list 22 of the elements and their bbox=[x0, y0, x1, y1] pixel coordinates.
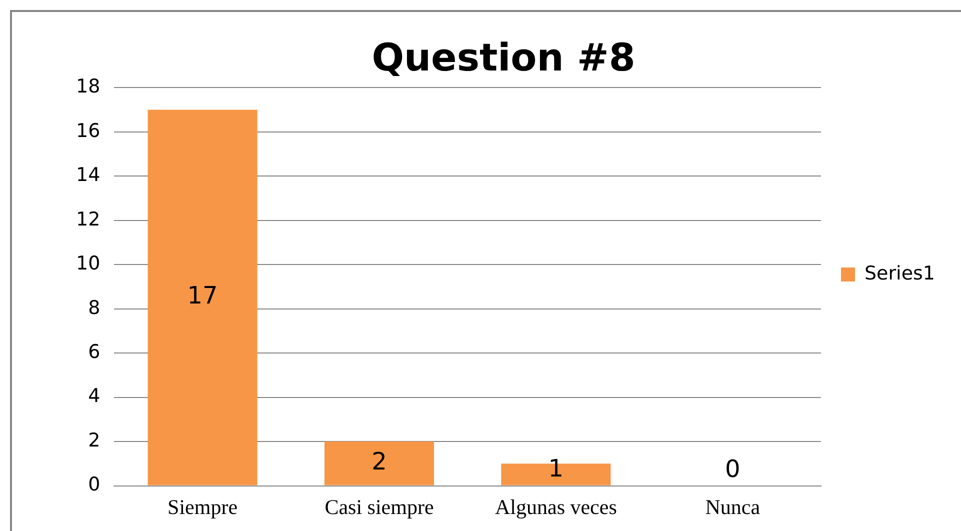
y-tick-label: 10 bbox=[76, 252, 100, 275]
x-tick-label: Algunas veces bbox=[494, 494, 617, 519]
y-tick-label: 14 bbox=[76, 164, 100, 186]
data-label: 0 bbox=[724, 455, 740, 484]
y-tick-label: 2 bbox=[88, 429, 100, 452]
legend-label: Series1 bbox=[864, 262, 936, 284]
y-tick-label: 6 bbox=[88, 341, 100, 364]
bar bbox=[148, 110, 258, 486]
y-tick-label: 0 bbox=[88, 474, 100, 496]
x-tick-label: Siempre bbox=[168, 494, 238, 519]
data-label: 1 bbox=[548, 454, 564, 483]
y-tick-label: 18 bbox=[76, 76, 100, 98]
data-label: 2 bbox=[372, 448, 387, 476]
bar bbox=[324, 442, 434, 486]
y-tick-label: 12 bbox=[76, 208, 100, 230]
chart-title: Question #8 bbox=[372, 36, 636, 80]
data-label: 17 bbox=[187, 282, 218, 310]
y-tick-label: 4 bbox=[88, 385, 100, 408]
y-tick-label: 8 bbox=[88, 296, 100, 319]
y-tick-label: 16 bbox=[76, 120, 100, 142]
x-tick-label: Casi siempre bbox=[324, 494, 434, 519]
x-tick-label: Nunca bbox=[705, 494, 761, 519]
